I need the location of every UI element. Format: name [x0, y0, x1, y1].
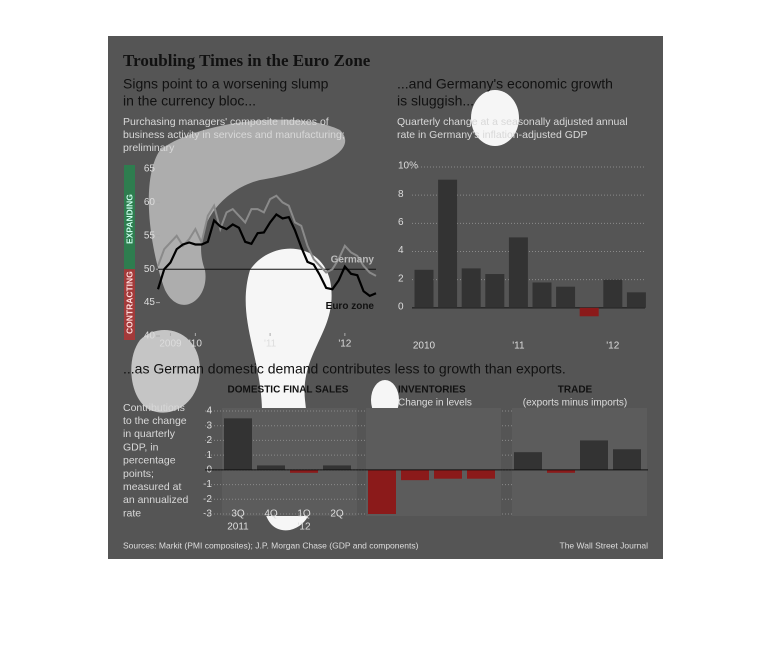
- x-tick-label: '11: [512, 341, 525, 352]
- y-tick-label: 2: [398, 273, 404, 284]
- series-label: Germany: [331, 255, 375, 266]
- bar: [626, 292, 646, 308]
- blob: [148, 119, 346, 305]
- chart-subtitle: business activity in services and manufa…: [123, 129, 345, 141]
- y-tick-label: -3: [203, 509, 212, 520]
- zone-label: EXPANDING: [124, 194, 134, 244]
- bar: [508, 237, 528, 308]
- panel-subtitle: (exports minus imports): [523, 398, 627, 409]
- bar: [257, 465, 285, 470]
- y-tick-label: 6: [398, 217, 404, 228]
- panel-title: TRADE: [558, 385, 593, 396]
- y-tick-label: 50: [144, 264, 156, 275]
- blob: [131, 330, 200, 413]
- y-tick-label: -2: [203, 494, 212, 505]
- x-tick-label: '11: [264, 339, 277, 350]
- section-note: in quarterly: [123, 428, 176, 440]
- y-tick-label: 8: [398, 189, 404, 200]
- y-tick-label: 0: [398, 301, 404, 312]
- line-series: [156, 212, 377, 298]
- y-tick-label: -1: [203, 479, 212, 490]
- bar: [485, 274, 505, 308]
- panel-title: INVENTORIES: [398, 385, 466, 396]
- y-tick-label: 60: [144, 197, 156, 208]
- credit: The Wall Street Journal: [560, 540, 649, 550]
- section-note: measured at: [123, 481, 181, 493]
- x-tick-label: 2Q: [330, 509, 344, 520]
- section-note: GDP, in: [123, 441, 159, 453]
- zone-contracting: [124, 269, 135, 340]
- x-tick-label: 3Q: [231, 509, 245, 520]
- section-note: Contributions: [123, 402, 185, 414]
- bar: [613, 449, 641, 470]
- x-tick-label: '12: [338, 339, 351, 350]
- bar: [603, 279, 623, 308]
- x-tick-label: 4Q: [264, 509, 278, 520]
- zone-label: CONTRACTING: [124, 271, 134, 334]
- chart-title: ...and Germany's economic growth: [397, 76, 613, 92]
- bar: [323, 465, 351, 470]
- bar: [401, 469, 429, 481]
- bar: [547, 469, 575, 473]
- y-tick-label: 2: [206, 435, 212, 446]
- y-tick-label: 4: [398, 245, 404, 256]
- source: Sources: Markit (PMI composites); J.P. M…: [123, 540, 419, 550]
- line-series: [157, 194, 377, 277]
- chart-title: in the currency bloc...: [123, 93, 256, 109]
- bar: [579, 307, 599, 317]
- chart-subtitle: Quarterly change at a seasonally adjuste…: [397, 116, 628, 128]
- chart-subtitle: Purchasing managers' composite indexes o…: [123, 116, 329, 128]
- bar: [514, 452, 542, 470]
- y-tick-label: 65: [144, 164, 156, 175]
- bar: [434, 469, 462, 479]
- y-tick-label: 40: [144, 331, 156, 342]
- y-tick-label: 55: [144, 230, 156, 241]
- x-tick-label: '10: [189, 339, 202, 350]
- y-tick-label: 45: [144, 297, 156, 308]
- blob: [471, 90, 519, 146]
- section-note: percentage: [123, 455, 176, 467]
- bar: [556, 286, 576, 308]
- chart-title: Signs point to a worsening slump: [123, 76, 329, 92]
- bar: [414, 269, 434, 308]
- x-tick-label: 2011: [227, 522, 249, 533]
- bar: [461, 268, 481, 308]
- section-note: to the change: [123, 415, 187, 427]
- bar: [532, 282, 552, 308]
- x-tick-label: 2010: [413, 341, 436, 352]
- chart-title: is sluggish...: [397, 93, 474, 109]
- x-tick-label: '12: [606, 341, 619, 352]
- chart-subtitle: rate in Germany's inflation-adjusted GDP: [397, 129, 588, 141]
- bar: [290, 469, 318, 473]
- y-tick-label: 10%: [398, 161, 418, 172]
- chart-subtitle: preliminary: [123, 142, 175, 154]
- series-label: Euro zone: [326, 301, 375, 312]
- bar: [580, 440, 608, 470]
- bar: [438, 179, 458, 308]
- x-tick-label: 1Q: [297, 509, 311, 520]
- zone-expanding: [124, 165, 135, 270]
- y-tick-label: 3: [206, 420, 212, 431]
- x-tick-label: '12: [297, 522, 310, 533]
- y-tick-label: 4: [206, 406, 212, 417]
- bar: [224, 418, 252, 470]
- section-note: points;: [123, 468, 154, 480]
- panel-subtitle: Change in levels: [398, 398, 472, 409]
- bar: [368, 469, 396, 514]
- bar: [467, 469, 495, 479]
- panel-title: DOMESTIC FINAL SALES: [228, 385, 349, 396]
- section-note: an annualized: [123, 494, 189, 506]
- section-note: rate: [123, 507, 141, 519]
- page-title: Troubling Times in the Euro Zone: [123, 51, 371, 70]
- section-title: ...as German domestic demand contributes…: [123, 361, 566, 377]
- x-tick-label: 2009: [159, 339, 182, 350]
- y-tick-label: 1: [206, 450, 212, 461]
